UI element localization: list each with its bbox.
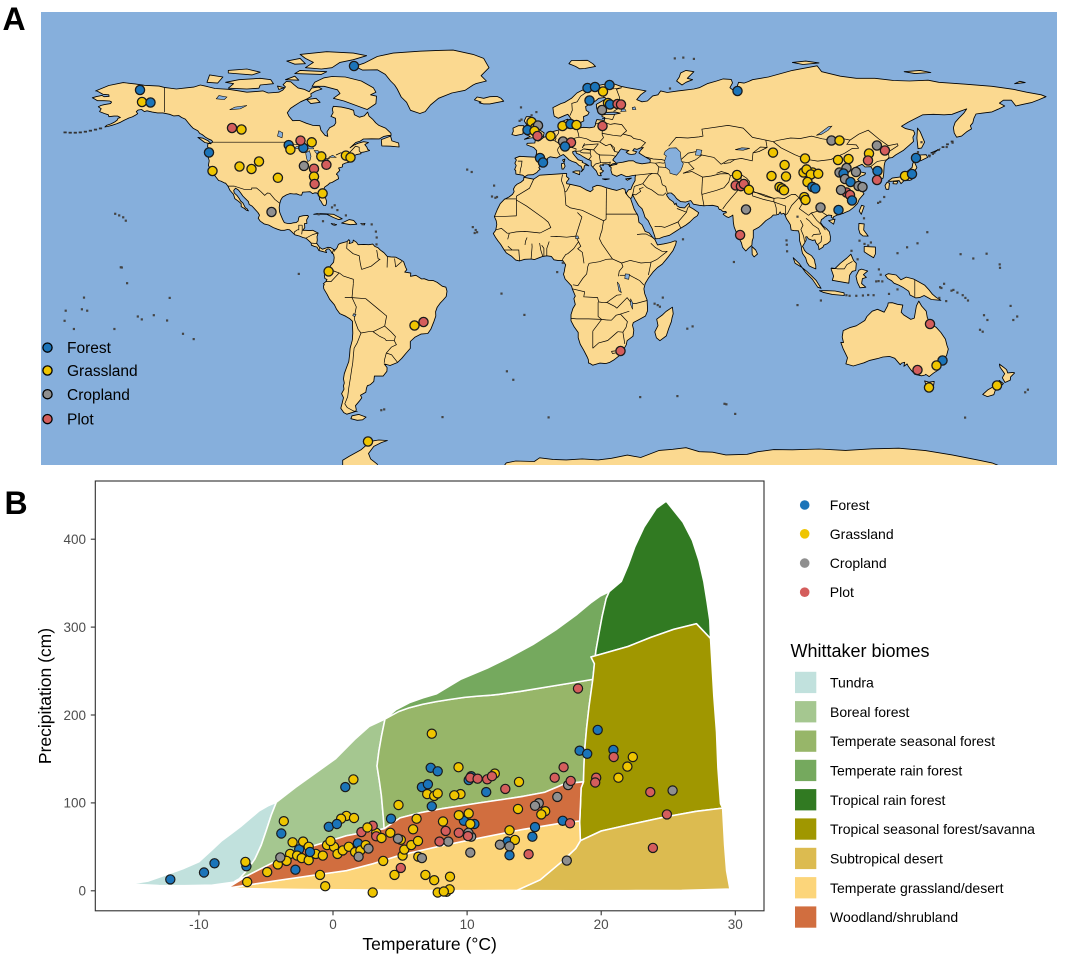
svg-text:Tundra: Tundra xyxy=(830,675,874,691)
svg-text:Forest: Forest xyxy=(830,497,870,513)
svg-text:Temperature (°C): Temperature (°C) xyxy=(362,934,496,954)
svg-text:Whittaker biomes: Whittaker biomes xyxy=(791,641,930,661)
svg-text:20: 20 xyxy=(594,917,609,932)
svg-text:Tropical seasonal forest/savan: Tropical seasonal forest/savanna xyxy=(830,821,1035,837)
svg-text:Forest: Forest xyxy=(67,340,112,357)
svg-text:Temperate grassland/desert: Temperate grassland/desert xyxy=(830,880,1004,896)
svg-text:Plot: Plot xyxy=(830,584,854,600)
svg-text:Grassland: Grassland xyxy=(67,363,138,380)
svg-text:0: 0 xyxy=(78,884,86,899)
svg-text:Woodland/shrubland: Woodland/shrubland xyxy=(830,909,958,925)
svg-text:400: 400 xyxy=(63,532,86,547)
svg-text:200: 200 xyxy=(63,708,86,723)
svg-text:Plot: Plot xyxy=(67,412,94,429)
svg-text:Boreal forest: Boreal forest xyxy=(830,704,909,720)
svg-text:Temperate seasonal forest: Temperate seasonal forest xyxy=(830,733,995,749)
svg-text:Grassland: Grassland xyxy=(830,526,894,542)
svg-text:30: 30 xyxy=(728,917,743,932)
svg-text:300: 300 xyxy=(63,620,86,635)
svg-text:Cropland: Cropland xyxy=(67,387,130,404)
svg-text:10: 10 xyxy=(460,917,475,932)
svg-text:Temperate rain forest: Temperate rain forest xyxy=(830,763,962,779)
svg-text:100: 100 xyxy=(63,796,86,811)
svg-text:Precipitation (cm): Precipitation (cm) xyxy=(35,628,55,764)
svg-text:Cropland: Cropland xyxy=(830,555,887,571)
svg-text:-10: -10 xyxy=(189,917,209,932)
svg-text:Subtropical desert: Subtropical desert xyxy=(830,851,943,867)
svg-text:0: 0 xyxy=(329,917,337,932)
svg-text:Tropical rain forest: Tropical rain forest xyxy=(830,792,946,808)
